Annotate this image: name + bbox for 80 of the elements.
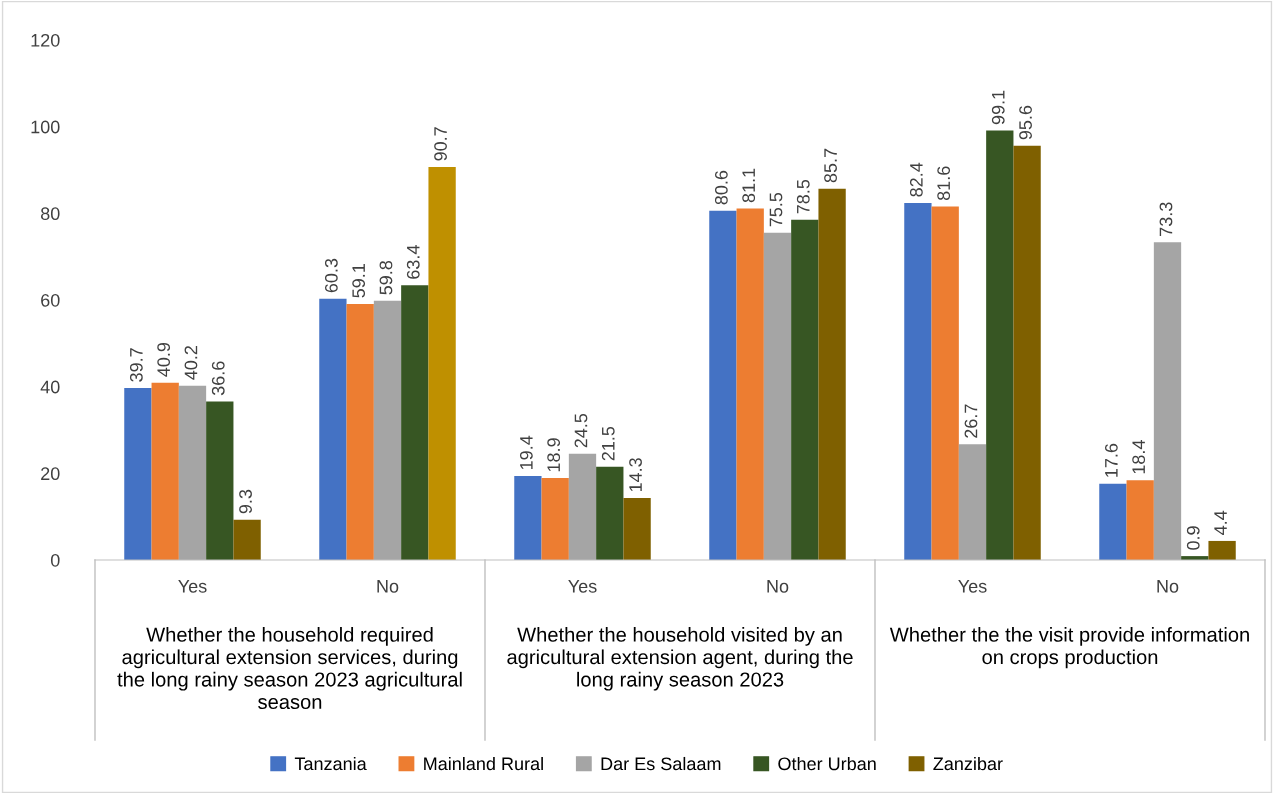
bar — [373, 300, 402, 560]
data-label: 73.3 — [1159, 202, 1173, 236]
bar — [346, 303, 374, 560]
bar — [791, 219, 819, 560]
data-label: 19.4 — [519, 435, 533, 469]
bar — [958, 444, 987, 560]
bar — [319, 298, 347, 560]
bar — [986, 130, 1014, 560]
bar — [1126, 480, 1154, 560]
bar — [178, 385, 207, 560]
bar — [124, 387, 152, 560]
text: Whether the the visit provide information on crops production — [889, 627, 1249, 669]
data-label: 21.5 — [601, 426, 615, 461]
x-tick-label: No — [1157, 580, 1179, 593]
x-tick-label: Yes — [958, 580, 987, 593]
data-label: 40.9 — [157, 342, 171, 377]
bar — [541, 478, 569, 560]
bar — [904, 202, 932, 560]
bar — [401, 285, 429, 560]
data-label: 36.6 — [211, 361, 225, 396]
y-tick-label: 0 — [50, 553, 60, 567]
data-label: 63.4 — [406, 245, 420, 279]
y-tick-label: 80 — [40, 207, 60, 221]
bar — [428, 166, 456, 560]
data-label: 85.7 — [824, 148, 837, 183]
bar — [736, 208, 764, 560]
y-tick-label: 120 — [31, 33, 60, 47]
data-label: 18.9 — [547, 438, 561, 472]
data-label: 82.4 — [909, 162, 923, 197]
data-label: 40.2 — [184, 346, 198, 380]
legend-label: Mainland Rural — [424, 756, 543, 771]
data-label: 95.6 — [1019, 105, 1032, 140]
bar — [151, 382, 179, 560]
data-label: 26.7 — [964, 404, 978, 438]
data-label: 99.1 — [991, 90, 1005, 125]
data-label: 59.8 — [379, 260, 393, 295]
data-label: 60.3 — [324, 258, 338, 293]
x-tick-label: Yes — [568, 580, 597, 593]
bar — [1013, 145, 1041, 560]
x-tick-label: Yes — [178, 580, 207, 593]
data-label: 39.7 — [129, 348, 143, 382]
bar — [233, 519, 261, 560]
bar — [931, 206, 959, 560]
bar — [568, 453, 597, 560]
data-label: 80.6 — [714, 170, 728, 205]
legend-label: Tanzania — [294, 756, 367, 771]
data-label: 81.6 — [937, 166, 951, 201]
bar — [709, 210, 737, 560]
bar — [514, 475, 542, 560]
data-label: 75.5 — [769, 192, 783, 227]
data-label: 17.6 — [1104, 443, 1118, 477]
data-label: 4.4 — [1214, 510, 1227, 535]
legend-label: Other Urban — [778, 756, 876, 771]
y-tick-label: 20 — [41, 467, 60, 481]
bar — [1099, 483, 1127, 560]
data-label: 14.3 — [629, 458, 642, 492]
data-label: 24.5 — [574, 413, 588, 448]
legend-label: Dar Es Salaam — [601, 756, 721, 771]
data-label: 0.9 — [1186, 526, 1200, 550]
y-tick-label: 60 — [41, 293, 60, 307]
y-tick-label: 40 — [40, 380, 60, 394]
bar — [623, 498, 651, 560]
bar — [1153, 242, 1182, 560]
y-tick-label: 100 — [31, 120, 60, 134]
bar — [206, 401, 234, 560]
data-label: 81.1 — [742, 168, 756, 203]
x-tick-label: No — [767, 580, 789, 593]
data-label: 78.5 — [796, 179, 810, 214]
bar — [596, 466, 624, 560]
data-label: 18.4 — [1132, 440, 1146, 474]
legend-label: Zanzibar — [933, 756, 1003, 771]
bar — [1208, 540, 1236, 560]
data-label: 59.1 — [352, 264, 366, 298]
text: Whether the household visited by an agricultural extension agent, during the long rainy season 2023 — [507, 627, 853, 691]
text: Whether the household required agricultural extension services, during the long rainy season 2023 agricultural season — [117, 627, 462, 710]
bar — [763, 232, 792, 560]
data-label: 90.7 — [434, 127, 447, 161]
data-label: 9.3 — [239, 489, 252, 514]
x-tick-label: No — [377, 580, 399, 593]
bar — [818, 188, 846, 560]
